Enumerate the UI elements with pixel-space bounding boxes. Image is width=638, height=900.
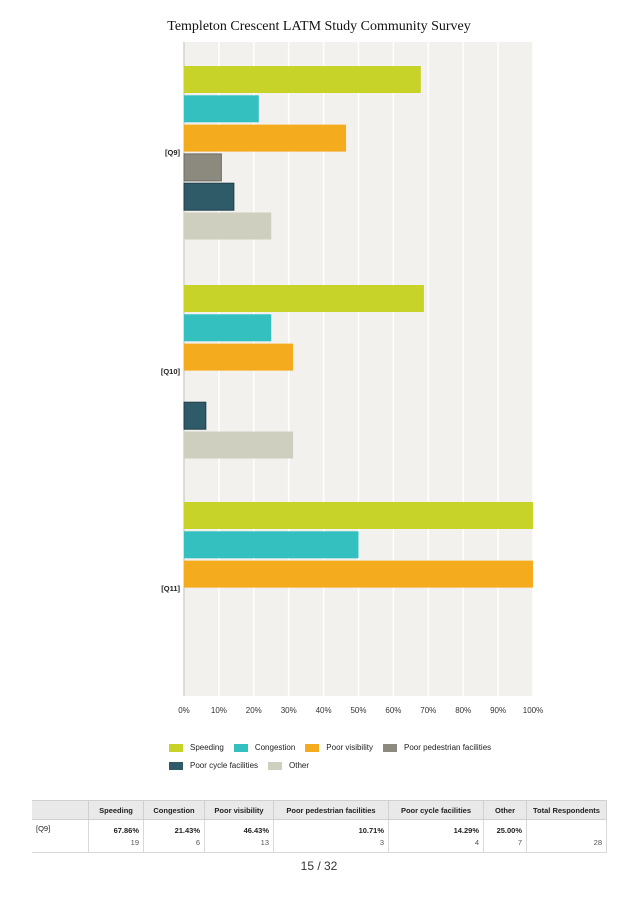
x-tick-label: 50%: [350, 706, 366, 715]
x-tick-label: 40%: [316, 706, 332, 715]
cell-percent: 10.71%: [358, 825, 384, 835]
legend-item-poor-cycle-facilities: Poor cycle facilities: [169, 761, 258, 770]
cell-count: 13: [260, 837, 269, 847]
x-tick-label: 20%: [246, 706, 262, 715]
table-cell: 67.86% 19: [88, 819, 144, 853]
table-header: Speeding: [88, 800, 144, 820]
table-row: [Q9] 67.86% 19 21.43% 6 46.43% 13 10.71% 3 1…: [32, 819, 607, 853]
table-cell: 21.43% 6: [143, 819, 205, 853]
bar: [184, 314, 272, 342]
cell-percent: 67.86%: [113, 825, 139, 835]
table-cell-total: 28: [526, 819, 607, 853]
x-tick-label: 70%: [420, 706, 436, 715]
legend-swatch: [233, 743, 248, 752]
legend-item-congestion: Congestion: [233, 743, 296, 752]
legend-item-poor-pedestrian-facilities: Poor pedestrian facilities: [382, 743, 492, 752]
bar: [184, 531, 359, 559]
table-cell: 25.00% 7: [483, 819, 527, 853]
bar: [184, 431, 294, 459]
legend-item-poor-visibility: Poor visibility: [305, 743, 373, 752]
bar: [183, 182, 235, 211]
legend-label: Poor cycle facilities: [190, 761, 259, 770]
bar: [183, 153, 222, 182]
table-header: Total Respondents: [526, 800, 607, 820]
bar: [184, 95, 259, 123]
legend-swatch: [382, 743, 397, 752]
cell-percent: 46.43%: [243, 825, 269, 835]
bar-chart: 0% 10% 20% 30% 40% 50% 60% 70% 80% 90% 100% [Q9] [Q1…: [161, 42, 543, 715]
table-header: Other: [483, 800, 527, 820]
bar: [184, 124, 347, 152]
legend-label: Poor visibility: [326, 743, 373, 752]
x-tick-label: 30%: [281, 706, 297, 715]
bar: [183, 401, 207, 430]
x-tick-label: 100%: [523, 706, 543, 715]
chart-title: Templeton Crescent LATM Study Community …: [167, 19, 471, 34]
bar: [184, 212, 272, 240]
y-category-label: [Q9]: [165, 148, 181, 157]
row-label: [Q9]: [32, 819, 89, 853]
legend-swatch: [169, 743, 183, 752]
x-tick-label: 80%: [455, 706, 471, 715]
x-tick-label: 0%: [178, 706, 190, 715]
cell-percent: 25.00%: [496, 825, 522, 835]
legend-item-speeding: Speeding: [169, 743, 224, 752]
x-tick-label: 90%: [490, 706, 506, 715]
table-header: Congestion: [143, 800, 205, 820]
table-header: Poor cycle facilities: [388, 800, 484, 820]
table-cell: 14.29% 4: [388, 819, 484, 853]
legend-label: Congestion: [254, 743, 296, 752]
cell-count: 4: [474, 837, 479, 847]
legend-label: Poor pedestrian facilities: [403, 743, 492, 752]
bar: [184, 343, 294, 371]
bar: [184, 285, 424, 312]
cell-count: 3: [379, 837, 384, 847]
cell-percent: 21.43%: [174, 825, 200, 835]
table-cell: 46.43% 13: [204, 819, 274, 853]
cell-percent: 14.29%: [453, 825, 479, 835]
x-tick-label: 10%: [211, 706, 227, 715]
y-category-label: [Q10]: [161, 367, 181, 376]
legend-swatch: [169, 761, 183, 770]
legend-label: Speeding: [190, 743, 224, 752]
legend-swatch: [268, 761, 283, 770]
legend-item-other: Other: [268, 761, 309, 770]
table-cell: 10.71% 3: [273, 819, 389, 853]
cell-count: 6: [195, 837, 200, 847]
cell-count: 28: [593, 837, 602, 847]
x-tick-label: 60%: [385, 706, 401, 715]
results-table: Speeding Congestion Poor visibility Poor…: [32, 800, 607, 853]
bar: [184, 502, 533, 529]
table-header: Poor pedestrian facilities: [273, 800, 389, 820]
page-indicator: 15 / 32: [300, 859, 338, 873]
y-category-label: [Q11]: [161, 584, 180, 593]
legend-label: Other: [289, 761, 310, 770]
bar: [184, 560, 533, 588]
cell-count: 7: [517, 837, 522, 847]
table-header-row: Speeding Congestion Poor visibility Poor…: [32, 800, 607, 820]
table-header: Poor visibility: [204, 800, 274, 820]
bar: [184, 66, 421, 93]
cell-count: 19: [130, 837, 139, 847]
legend-swatch: [305, 743, 320, 752]
chart-legend: Speeding Congestion Poor visibility Poor…: [169, 741, 609, 777]
table-header: [32, 800, 89, 820]
